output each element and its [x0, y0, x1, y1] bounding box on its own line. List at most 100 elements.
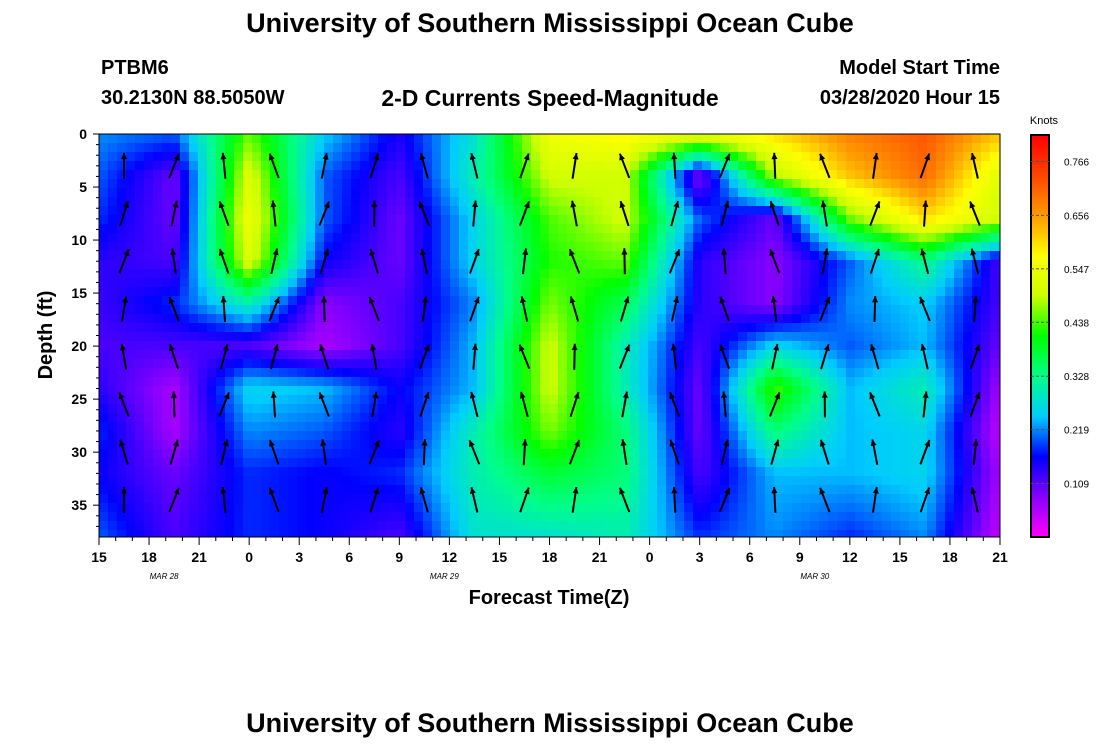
heatmap-cell [513, 449, 523, 459]
heatmap-cell [531, 134, 541, 144]
heatmap-cell [594, 170, 604, 180]
heatmap-cell [387, 215, 397, 225]
heatmap-cell [558, 368, 568, 378]
heatmap-cell [666, 377, 676, 387]
heatmap-cell [810, 323, 820, 333]
heatmap-cell [513, 323, 523, 333]
heatmap-cell [702, 143, 712, 153]
heatmap-cell [783, 476, 793, 486]
x-tick-label: 0 [646, 549, 654, 565]
heatmap-cell [108, 494, 118, 504]
heatmap-cell [387, 152, 397, 162]
heatmap-cell [756, 260, 766, 270]
heatmap-cell [675, 170, 685, 180]
heatmap-cell [405, 449, 415, 459]
heatmap-cell [792, 179, 802, 189]
heatmap-cell [558, 503, 568, 513]
heatmap-cell [342, 233, 352, 243]
heatmap-cell [360, 395, 370, 405]
heatmap-cell [189, 440, 199, 450]
heatmap-cell [531, 314, 541, 324]
heatmap-cell [702, 134, 712, 144]
heatmap-cell [594, 161, 604, 171]
heatmap-cell [468, 323, 478, 333]
heatmap-cell [108, 188, 118, 198]
heatmap-cell [198, 314, 208, 324]
heatmap-cell [315, 143, 325, 153]
heatmap-cell [432, 467, 442, 477]
heatmap-cell [729, 449, 739, 459]
heatmap-cell [342, 161, 352, 171]
heatmap-cell [981, 197, 991, 207]
heatmap-cell [837, 494, 847, 504]
heatmap-cell [963, 215, 973, 225]
heatmap-cell [828, 215, 838, 225]
current-vector [671, 486, 678, 513]
heatmap-cell [126, 422, 136, 432]
heatmap-cell [180, 242, 190, 252]
heatmap-cell [414, 458, 424, 468]
heatmap-cell [603, 440, 613, 450]
heatmap-cell [108, 440, 118, 450]
heatmap-cell [837, 224, 847, 234]
heatmap-cell [315, 305, 325, 315]
heatmap-cell [486, 395, 496, 405]
heatmap-cell [351, 377, 361, 387]
heatmap-cell [531, 161, 541, 171]
heatmap-cell [738, 134, 748, 144]
heatmap-cell [774, 413, 784, 423]
heatmap-cell [135, 287, 145, 297]
heatmap-cell [108, 386, 118, 396]
heatmap-cell [576, 269, 586, 279]
heatmap-cell [828, 251, 838, 261]
heatmap-cell [990, 269, 1000, 279]
current-vector [820, 200, 828, 227]
heatmap-cell [216, 485, 226, 495]
heatmap-cell [414, 413, 424, 423]
heatmap-cell [234, 206, 244, 216]
heatmap-cell [639, 215, 649, 225]
heatmap-cell [666, 503, 676, 513]
heatmap-cell [279, 161, 289, 171]
heatmap-cell [927, 377, 937, 387]
heatmap-cell [342, 134, 352, 144]
heatmap-cell [414, 377, 424, 387]
heatmap-cell [747, 143, 757, 153]
heatmap-cell [657, 215, 667, 225]
heatmap-cell [828, 188, 838, 198]
heatmap-cell [180, 431, 190, 441]
heatmap-cell [675, 530, 685, 537]
current-vector [220, 152, 227, 179]
heatmap-cell [261, 503, 271, 513]
heatmap-cell [540, 251, 550, 261]
heatmap-cell [954, 314, 964, 324]
heatmap-cell [558, 233, 568, 243]
heatmap-cell [441, 350, 451, 360]
heatmap-cell [225, 359, 235, 369]
heatmap-cell [108, 530, 118, 537]
heatmap-cell [603, 305, 613, 315]
heatmap-cell [126, 251, 136, 261]
heatmap-cell [630, 215, 640, 225]
heatmap-cell [252, 494, 262, 504]
heatmap-cell [486, 368, 496, 378]
heatmap-cell [783, 188, 793, 198]
heatmap-cell [180, 260, 190, 270]
heatmap-cell [612, 386, 622, 396]
heatmap-cell [972, 287, 982, 297]
current-vector [821, 248, 829, 275]
heatmap-cell [648, 503, 658, 513]
heatmap-cell [504, 206, 514, 216]
heatmap-cell [603, 278, 613, 288]
heatmap-cell [909, 476, 919, 486]
colorbar-tick-label: 0.547 [1064, 265, 1089, 276]
heatmap-cell [693, 341, 703, 351]
heatmap-cell [738, 296, 748, 306]
heatmap-cell [369, 233, 379, 243]
heatmap-cell [315, 431, 325, 441]
heatmap-cell [513, 197, 523, 207]
heatmap-cell [360, 512, 370, 522]
heatmap-cell [396, 341, 406, 351]
current-vector [418, 201, 431, 226]
heatmap-cell [450, 521, 460, 531]
